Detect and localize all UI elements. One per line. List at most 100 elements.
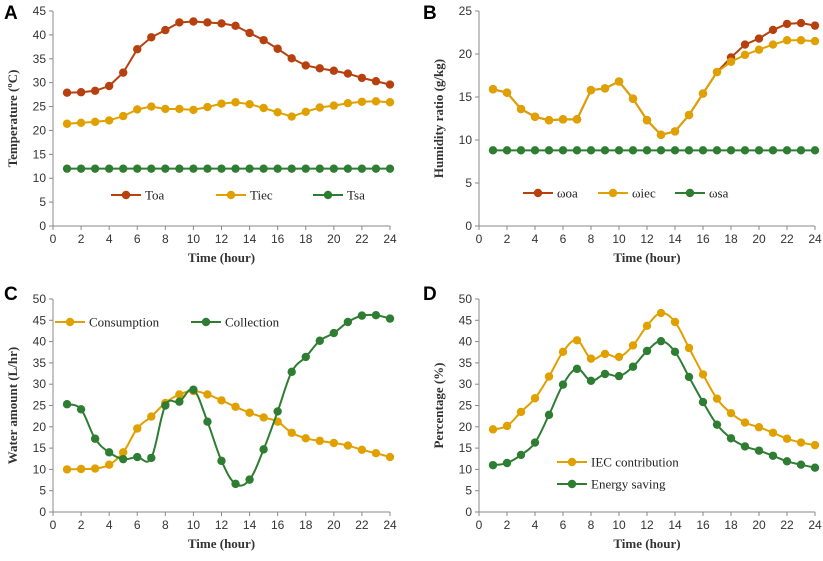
legend-label: Consumption [89, 315, 160, 330]
data-point [796, 438, 806, 447]
data-point [684, 146, 694, 155]
x-tick-label: 20 [327, 518, 341, 532]
data-point [175, 164, 184, 173]
x-tick-label: 18 [724, 232, 738, 246]
data-point [287, 112, 296, 121]
x-tick-label: 24 [383, 518, 397, 532]
y-tick-label: 35 [33, 356, 47, 370]
x-tick-label: 24 [808, 232, 822, 246]
x-tick-label: 6 [134, 232, 141, 246]
data-point [371, 77, 381, 86]
data-point [586, 146, 596, 155]
y-axis-title: Humidity ratio (g/kg) [431, 59, 446, 178]
x-tick-label: 2 [78, 232, 85, 246]
data-point [62, 465, 72, 474]
y-tick-label: 30 [459, 377, 473, 391]
data-point [189, 385, 198, 394]
data-point [357, 164, 367, 173]
data-point [62, 164, 72, 173]
data-point [385, 164, 395, 173]
data-point [502, 88, 512, 97]
data-point [189, 105, 198, 115]
x-tick-label: 16 [271, 518, 285, 532]
x-tick-label: 2 [504, 518, 511, 532]
x-tick-label: 16 [696, 518, 710, 532]
data-point [76, 405, 86, 414]
data-point [343, 69, 353, 78]
data-point [245, 475, 254, 484]
data-point [329, 328, 339, 338]
y-tick-label: 20 [33, 123, 47, 137]
x-tick-label: 20 [752, 518, 766, 532]
data-point [670, 317, 680, 327]
data-point [343, 99, 353, 108]
y-tick-label: 20 [33, 420, 47, 434]
data-point [656, 146, 666, 155]
x-tick-label: 16 [271, 232, 285, 246]
data-point [175, 18, 184, 27]
data-point [810, 36, 820, 46]
data-point [175, 397, 184, 406]
data-point [371, 310, 381, 320]
x-tick-label: 10 [612, 518, 626, 532]
data-point [175, 104, 184, 114]
data-point [287, 367, 296, 377]
y-tick-label: 0 [39, 505, 46, 519]
data-point [315, 64, 324, 73]
x-tick-label: 14 [243, 518, 257, 532]
data-point [740, 146, 750, 155]
data-point [104, 448, 114, 457]
data-point [544, 146, 554, 155]
data-point [768, 25, 778, 35]
data-point [231, 21, 240, 31]
data-point [502, 146, 512, 155]
data-point [343, 164, 353, 173]
legend-label: Toa [145, 188, 165, 203]
data-point [726, 434, 736, 443]
data-point [90, 464, 100, 473]
data-point [698, 397, 708, 407]
data-point [217, 99, 226, 108]
data-point [273, 108, 282, 117]
data-point [259, 103, 268, 113]
panel-label: B [423, 3, 437, 24]
legend-swatch-marker [567, 479, 577, 489]
x-tick-label: 2 [78, 518, 85, 532]
y-tick-label: 45 [33, 4, 47, 18]
data-point [600, 349, 610, 359]
data-point [62, 119, 72, 128]
data-point [600, 369, 610, 379]
data-point [104, 164, 114, 173]
x-tick-label: 12 [215, 518, 229, 532]
x-tick-label: 14 [243, 232, 257, 246]
data-point [502, 421, 512, 431]
x-tick-label: 20 [327, 232, 341, 246]
data-point [712, 394, 722, 403]
data-point [684, 372, 694, 382]
x-tick-label: 4 [106, 232, 113, 246]
x-tick-label: 22 [355, 232, 369, 246]
data-point [385, 98, 395, 107]
x-axis-title: Time (hour) [188, 250, 255, 265]
data-point [371, 97, 381, 106]
legend-label: ωiec [632, 186, 656, 201]
data-point [726, 57, 736, 66]
data-point [133, 45, 142, 54]
legend-label: IEC contribution [591, 455, 679, 470]
data-point [203, 417, 212, 426]
data-point [119, 164, 128, 173]
legend-swatch-marker [608, 188, 618, 198]
data-point [287, 54, 296, 63]
x-tick-label: 12 [640, 232, 654, 246]
data-point [586, 85, 596, 95]
y-tick-label: 5 [39, 195, 46, 209]
data-point [656, 336, 666, 346]
data-point [530, 146, 540, 155]
data-point [301, 107, 310, 117]
data-point [614, 352, 624, 362]
data-point [670, 127, 680, 136]
x-tick-label: 2 [504, 232, 511, 246]
